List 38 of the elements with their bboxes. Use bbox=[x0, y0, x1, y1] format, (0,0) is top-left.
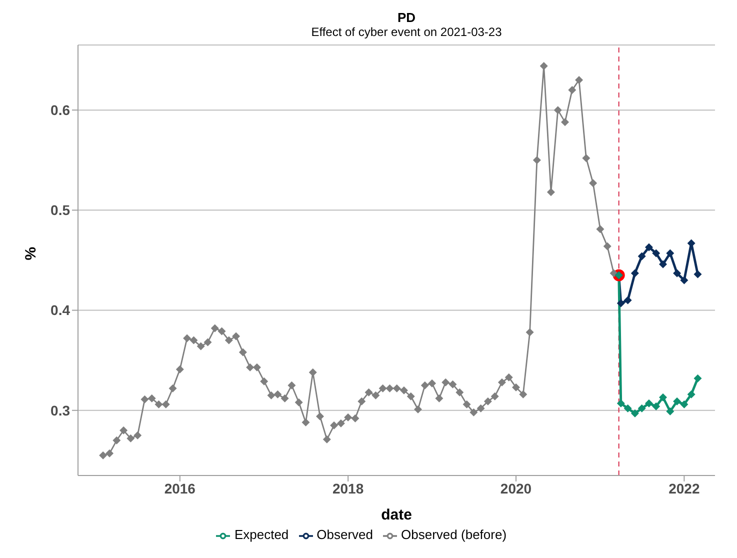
point bbox=[638, 252, 646, 260]
x-tick-label: 2016 bbox=[164, 480, 196, 496]
point bbox=[680, 276, 688, 284]
y-tick-label: 0.6 bbox=[50, 102, 70, 118]
point bbox=[673, 269, 682, 278]
x-axis-title: date bbox=[381, 506, 412, 524]
point bbox=[616, 299, 625, 308]
chart-title: PD bbox=[396, 9, 417, 25]
point bbox=[652, 249, 660, 258]
x-tick-label: 2018 bbox=[332, 480, 364, 496]
point bbox=[694, 270, 702, 278]
point bbox=[630, 409, 639, 418]
point bbox=[624, 404, 632, 412]
point bbox=[680, 400, 688, 408]
legend-label: Expected bbox=[234, 527, 289, 542]
legend-label: Observed (before) bbox=[401, 527, 507, 542]
y-tick-label: 0.5 bbox=[50, 202, 70, 218]
point bbox=[694, 374, 702, 382]
point bbox=[644, 243, 653, 252]
point bbox=[624, 296, 632, 304]
y-tick-label: 0.3 bbox=[50, 402, 70, 418]
y-axis-title: % bbox=[22, 246, 40, 260]
chart-subtitle: Effect of cyber event on 2021-03-23 bbox=[310, 25, 503, 39]
point bbox=[673, 397, 682, 406]
point bbox=[659, 393, 668, 402]
point bbox=[659, 260, 668, 268]
legend-label: Observed bbox=[316, 527, 374, 542]
point bbox=[666, 407, 674, 416]
point bbox=[644, 399, 653, 408]
point bbox=[638, 404, 646, 412]
y-tick-label: 0.4 bbox=[50, 302, 70, 318]
point bbox=[652, 402, 660, 410]
x-tick-label: 2020 bbox=[500, 480, 532, 496]
point bbox=[630, 269, 639, 278]
point bbox=[666, 249, 674, 258]
point bbox=[616, 399, 625, 408]
point bbox=[687, 390, 696, 398]
x-tick-label: 2022 bbox=[668, 480, 700, 496]
